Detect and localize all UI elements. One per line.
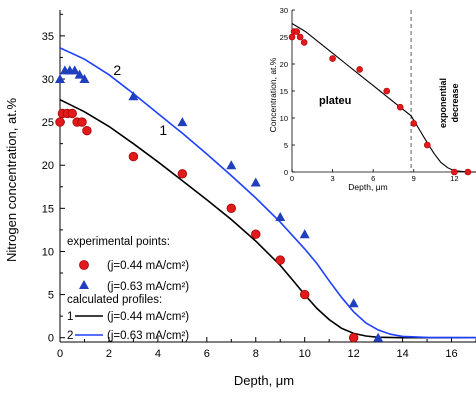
inset-calculated-line [291,23,476,173]
legend-label-exp2: (j=0.63 mA/cm²) [107,281,189,293]
main-point-triangle [373,332,384,342]
main-point-circle [251,229,261,239]
main-point-circle [177,169,188,179]
legend-header-calculated: calculated profiles: [67,294,162,306]
inset-point-circle [396,103,404,111]
main-x-tick-label: 2 [106,348,112,360]
inset-point-circle [329,55,336,62]
main-point-circle [128,151,139,162]
inset-point-circle [464,168,472,176]
curve-label-2: 2 [113,62,121,78]
inset-data-points [288,28,472,176]
legend-marker-exp2 [79,280,89,289]
legend-num-calc1: 1 [67,311,73,323]
main-line-series-3 [59,47,476,339]
main-y-tick-label: 0 [48,333,54,345]
inset-point-circle [300,39,308,46]
main-y-tick-label: 5 [48,290,54,302]
inset-x-tick-label: 9 [412,174,416,183]
main-point-circle [300,289,310,300]
inset-point-circle [356,66,363,73]
main-y-tick-label: 35 [42,31,54,43]
inset-point-circle [296,33,304,41]
main-x-tick-label: 14 [396,348,408,360]
main-calculated-lines [59,47,476,339]
y-axis-label: Nitrogen concentration, at.% [4,98,19,262]
inset-y-tick-label: 10 [280,114,288,123]
legend-num-calc2: 2 [67,330,73,342]
main-x-tick-label: 12 [348,348,360,360]
main-point-triangle [348,298,359,308]
x-axis-label: Depth, μm [234,373,294,388]
main-data-points [55,65,384,343]
inset-point-circle [293,28,301,35]
legend-header-experimental: experimental points: [67,236,170,248]
inset-y-tick-label: 15 [280,87,288,96]
main-y-tick-label: 20 [42,160,54,172]
main-point-circle [55,117,65,127]
main-x-tick-label: 16 [445,348,457,360]
inset-x-axis-label: Depth, μm [348,182,387,192]
main-point-circle [77,117,87,127]
inset-x-tick-label: 3 [331,174,335,183]
inset-y-tick-label: 25 [280,33,288,42]
main-x-tick-label: 0 [57,348,63,360]
inset-x-tick-label: 6 [371,174,375,183]
main-point-triangle [299,229,310,239]
inset-y-tick-label: 30 [280,6,288,15]
inset-y-tick-label: 5 [284,141,288,150]
inset-annotation-decrease: decrease [450,83,460,122]
main-point-triangle [69,65,80,75]
inset-y-axis-label: Concentration, at.% [268,57,278,132]
main-y-tick-label: 15 [42,203,54,215]
main-point-triangle [74,69,85,79]
legend-label-calc1: (j=0.44 mA/cm²) [107,311,189,323]
inset-y-tick-label: 0 [284,168,288,177]
main-point-circle [348,332,359,343]
main-x-tick-label: 4 [155,348,161,360]
main-point-circle [275,255,285,265]
legend: experimental points: (j=0.44 mA/cm²) (j=… [67,236,189,342]
main-point-triangle [275,211,286,221]
main-point-triangle [79,73,90,83]
main-point-triangle [226,160,237,170]
main-point-circle [226,203,236,214]
legend-label-exp1: (j=0.44 mA/cm²) [107,260,189,272]
main-point-circle [82,126,92,136]
inset-point-circle [288,33,296,41]
inset-point-circle [451,168,458,176]
main-x-tick-label: 6 [204,348,210,360]
inset-y-tick-label: 20 [280,60,288,69]
inset-x-tick-label: 12 [450,174,458,183]
main-point-triangle [177,117,188,127]
main-point-triangle [250,177,261,187]
main-line-series-2 [59,98,476,339]
legend-marker-exp1 [79,260,89,270]
main-point-circle [67,108,77,119]
main-y-tick-label: 25 [42,117,54,129]
main-x-tick-label: 8 [253,348,259,360]
inset-x-tick-label: 0 [290,174,294,183]
inset-panel [266,4,476,182]
inset-axes: 0 3 6 9 12 0 5 10 15 20 25 30 [280,6,476,183]
inset-annotation-exponential: exponential [438,78,448,128]
main-point-triangle [128,91,139,101]
main-x-tick-label: 10 [299,348,311,360]
inset-line-series-1 [291,23,476,173]
inset-point-circle [383,87,391,95]
inset-point-circle [410,120,418,127]
main-point-triangle [55,73,65,83]
curve-label-1: 1 [159,122,167,138]
main-y-tick-label: 10 [42,246,54,258]
inset-annotation-plateau: plateu [319,95,351,107]
inset-point-circle [423,141,431,149]
main-y-tick-label: 30 [42,74,54,86]
legend-label-calc2: (j=0.63 mA/cm²) [107,330,189,342]
